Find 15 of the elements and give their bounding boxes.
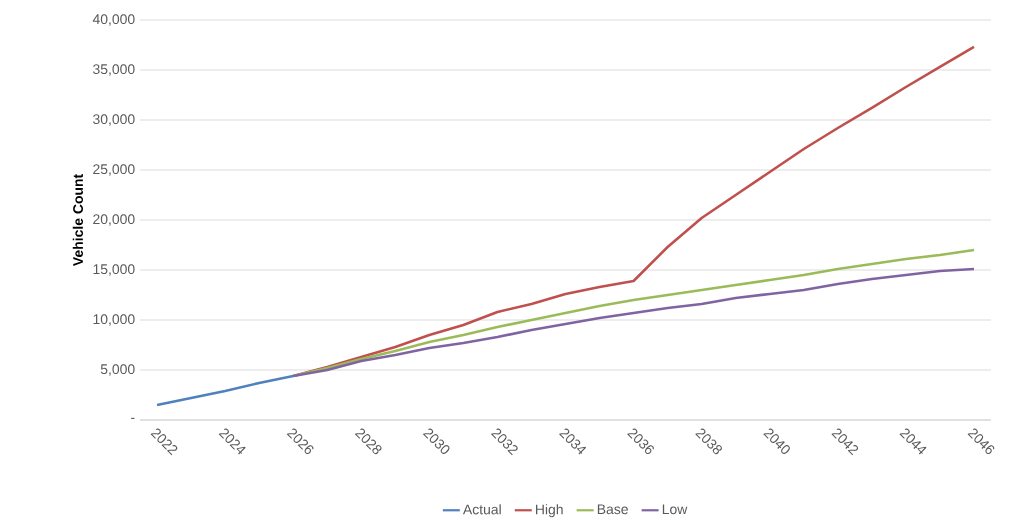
y-tick-label: 30,000 xyxy=(93,114,135,126)
y-tick-label: - xyxy=(131,417,135,419)
y-axis-title: Vehicle Count xyxy=(72,174,84,267)
y-tick-label: 25,000 xyxy=(93,164,135,176)
legend-label: Actual xyxy=(462,504,501,515)
y-tick-label: 5,000 xyxy=(100,364,135,376)
legend-label: High xyxy=(536,504,563,518)
legend-label: Low xyxy=(662,504,688,515)
y-tick-label: 40,000 xyxy=(92,14,135,26)
y-tick-label: 20,000 xyxy=(93,214,135,226)
legend-label: Base xyxy=(597,504,628,515)
y-tick-label: 35,000 xyxy=(93,64,135,76)
line-series xyxy=(155,374,295,407)
y-tick-label: 10,000 xyxy=(93,314,135,326)
y-tick-label: 15,000 xyxy=(93,264,135,276)
